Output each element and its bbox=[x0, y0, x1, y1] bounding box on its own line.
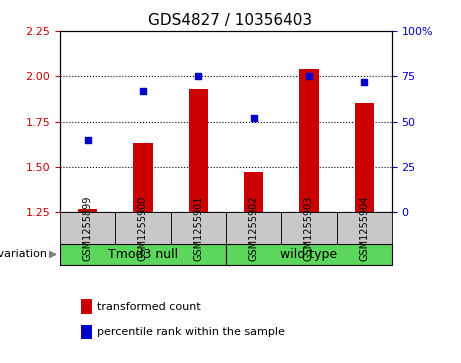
Text: genotype/variation: genotype/variation bbox=[0, 249, 48, 260]
Bar bbox=[281, 212, 337, 244]
Bar bbox=[244, 172, 263, 212]
Bar bbox=[299, 69, 319, 212]
Bar bbox=[226, 244, 392, 265]
Bar bbox=[355, 103, 374, 212]
Point bbox=[361, 79, 368, 85]
Text: wild type: wild type bbox=[280, 248, 337, 261]
Text: GSM1255903: GSM1255903 bbox=[304, 195, 314, 261]
Bar bbox=[78, 209, 97, 212]
Text: Tmod3 null: Tmod3 null bbox=[108, 248, 178, 261]
Bar bbox=[171, 212, 226, 244]
Text: GSM1255900: GSM1255900 bbox=[138, 195, 148, 261]
Point bbox=[195, 73, 202, 79]
Text: transformed count: transformed count bbox=[97, 302, 201, 312]
Point bbox=[84, 137, 91, 143]
Text: GSM1255901: GSM1255901 bbox=[193, 195, 203, 261]
Bar bbox=[133, 143, 153, 212]
Text: GSM1255902: GSM1255902 bbox=[248, 195, 259, 261]
Bar bbox=[60, 244, 226, 265]
Bar bbox=[226, 212, 281, 244]
Text: percentile rank within the sample: percentile rank within the sample bbox=[97, 327, 285, 337]
Bar bbox=[189, 89, 208, 212]
Text: GDS4827 / 10356403: GDS4827 / 10356403 bbox=[148, 13, 313, 28]
Point bbox=[250, 115, 257, 121]
Point bbox=[139, 88, 147, 94]
Point bbox=[305, 73, 313, 79]
Bar bbox=[60, 212, 115, 244]
Bar bbox=[337, 212, 392, 244]
Bar bbox=[115, 212, 171, 244]
Text: GSM1255904: GSM1255904 bbox=[359, 195, 369, 261]
Text: GSM1255899: GSM1255899 bbox=[83, 195, 93, 261]
